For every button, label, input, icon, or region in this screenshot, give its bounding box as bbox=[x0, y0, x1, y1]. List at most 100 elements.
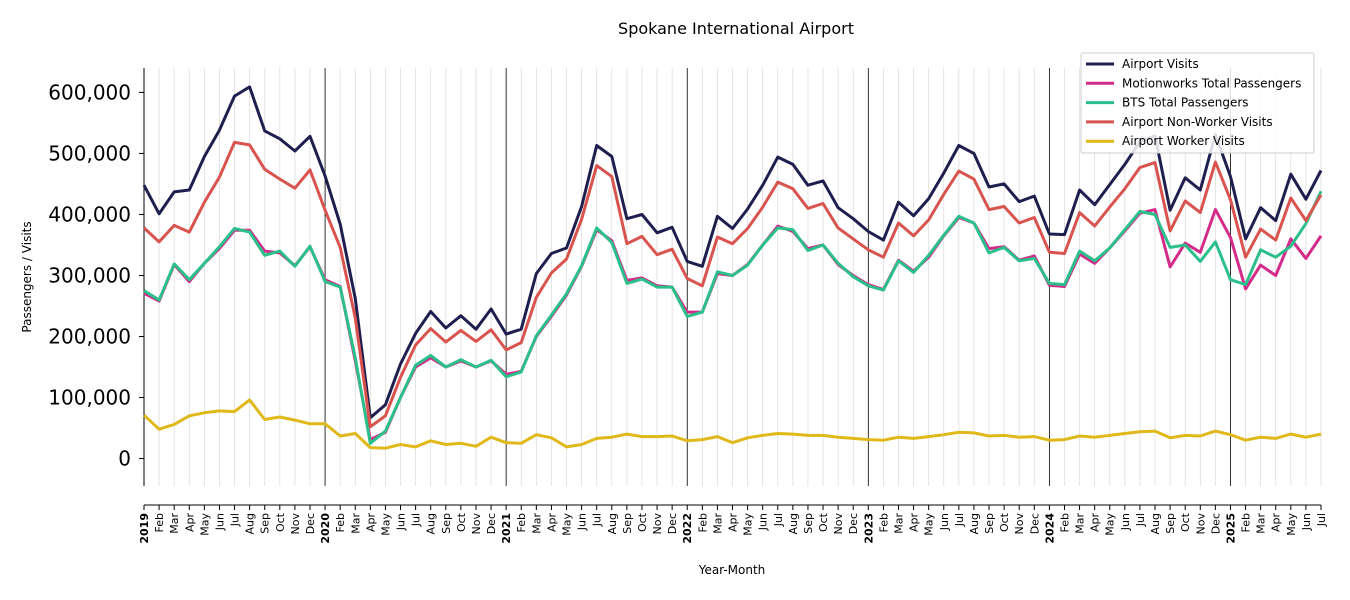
x-tick-label: 2020 bbox=[319, 513, 332, 544]
x-tick-label: Feb bbox=[877, 513, 890, 532]
x-tick-label: Sep bbox=[259, 513, 272, 534]
x-tick-label: Aug bbox=[606, 513, 619, 534]
x-tick-label: Jun bbox=[1300, 513, 1313, 531]
x-tick-label: Sep bbox=[983, 513, 996, 534]
y-tick-label: 0 bbox=[118, 447, 131, 471]
x-tick-label: Mar bbox=[530, 513, 543, 534]
x-tick-label: Feb bbox=[515, 513, 528, 532]
x-tick-label: Feb bbox=[696, 513, 709, 532]
x-tick-label: Dec bbox=[666, 513, 679, 534]
x-tick-label: Dec bbox=[847, 513, 860, 534]
legend-box bbox=[1080, 52, 1315, 154]
y-axis-label: Passengers / Visits bbox=[20, 221, 34, 332]
legend-entry-airport-non-worker-visits: Airport Non-Worker Visits bbox=[1122, 115, 1273, 129]
x-axis-label: Year-Month bbox=[698, 563, 766, 577]
x-tick-label: Sep bbox=[621, 513, 634, 534]
x-tick-label: Nov bbox=[470, 513, 483, 535]
legend: Airport Visits Motionworks Total Passenge… bbox=[1080, 52, 1315, 154]
x-tick-label: Apr bbox=[1089, 513, 1102, 533]
y-tick-label: 300,000 bbox=[48, 263, 131, 287]
x-tick-label: Dec bbox=[304, 513, 317, 534]
x-tick-label: Oct bbox=[998, 512, 1011, 532]
x-tick-label: Mar bbox=[1255, 513, 1268, 534]
x-tick-label: Apr bbox=[364, 513, 377, 533]
x-tick-label: Aug bbox=[1149, 513, 1162, 534]
x-tick-label: Oct bbox=[455, 512, 468, 532]
x-tick-label: Jun bbox=[938, 513, 951, 531]
series-line-airport-visits bbox=[142, 85, 1323, 420]
x-tick-label: 2025 bbox=[1224, 513, 1237, 544]
legend-entry-airport-visits: Airport Visits bbox=[1122, 57, 1199, 71]
x-tick-label: Jul bbox=[1134, 513, 1147, 527]
y-axis-ticks: 0 100,000 200,000 300,000 400,000 500,000 600,… bbox=[48, 80, 144, 471]
x-tick-label: Jun bbox=[213, 513, 226, 531]
x-tick-label: Apr bbox=[908, 513, 921, 533]
x-tick-label: 2023 bbox=[862, 513, 875, 544]
x-tick-label: Jul bbox=[953, 513, 966, 527]
x-tick-label: Apr bbox=[1270, 513, 1283, 533]
x-tick-label: Sep bbox=[440, 513, 453, 534]
x-tick-label: Sep bbox=[1164, 513, 1177, 534]
x-tick-label: Oct bbox=[636, 512, 649, 532]
x-tick-label: Jul bbox=[1315, 513, 1328, 527]
y-tick-label: 600,000 bbox=[48, 80, 131, 104]
x-axis-ticks: 2019 Feb Mar Apr May Jun Jul Aug Sep Oct Nov Dec 202… bbox=[138, 505, 1328, 544]
y-tick-label: 400,000 bbox=[48, 202, 131, 226]
x-tick-label: Jun bbox=[757, 513, 770, 531]
x-tick-label: Dec bbox=[485, 513, 498, 534]
x-tick-label: Nov bbox=[832, 513, 845, 535]
x-tick-label: Feb bbox=[1240, 513, 1253, 532]
legend-entry-bts-total-passengers: BTS Total Passengers bbox=[1122, 96, 1249, 110]
x-tick-label: May bbox=[561, 513, 574, 536]
x-tick-label: Feb bbox=[153, 513, 166, 532]
x-tick-label: Mar bbox=[1074, 513, 1087, 534]
x-tick-label: Dec bbox=[1028, 513, 1041, 534]
x-tick-label: Aug bbox=[787, 513, 800, 534]
x-tick-label: Jun bbox=[395, 513, 408, 531]
chart-title: Spokane International Airport bbox=[618, 19, 854, 38]
x-tick-label: Jun bbox=[576, 513, 589, 531]
x-tick-label: May bbox=[1104, 513, 1117, 536]
x-tick-label: Mar bbox=[711, 513, 724, 534]
series-line-bts-total-passengers bbox=[143, 190, 1323, 445]
x-tick-label: 2021 bbox=[500, 513, 513, 544]
x-tick-label: Feb bbox=[1058, 513, 1071, 532]
series-line-airport-worker-visits bbox=[142, 398, 1322, 450]
x-tick-label: Feb bbox=[334, 513, 347, 532]
x-tick-label: 2024 bbox=[1043, 513, 1056, 544]
legend-entry-airport-worker-visits: Airport Worker Visits bbox=[1122, 134, 1245, 148]
x-tick-label: Oct bbox=[274, 512, 287, 532]
x-tick-label: Jul bbox=[229, 513, 242, 527]
x-tick-label: Nov bbox=[651, 513, 664, 535]
x-tick-label: Aug bbox=[425, 513, 438, 534]
series-line-airport-non-worker-visits bbox=[142, 140, 1323, 429]
x-tick-label: Jun bbox=[1119, 513, 1132, 531]
x-tick-label: Oct bbox=[1179, 512, 1192, 532]
series-lines bbox=[142, 85, 1323, 450]
x-tick-label: 2019 bbox=[138, 513, 151, 544]
x-tick-label: Apr bbox=[183, 513, 196, 533]
x-tick-label: Dec bbox=[1209, 513, 1222, 534]
x-tick-label: Nov bbox=[289, 513, 302, 535]
x-tick-label: Jul bbox=[591, 513, 604, 527]
x-tick-label: Sep bbox=[802, 513, 815, 534]
x-tick-label: Mar bbox=[168, 513, 181, 534]
legend-entry-motionworks-total-passengers: Motionworks Total Passengers bbox=[1122, 76, 1301, 90]
x-tick-label: Aug bbox=[244, 513, 257, 534]
x-tick-label: Apr bbox=[727, 513, 740, 533]
x-tick-label: Aug bbox=[968, 513, 981, 534]
y-tick-label: 500,000 bbox=[48, 141, 131, 165]
x-tick-label: Mar bbox=[892, 513, 905, 534]
x-tick-label: Oct bbox=[817, 512, 830, 532]
y-tick-label: 100,000 bbox=[48, 386, 131, 410]
x-tick-label: 2022 bbox=[681, 513, 694, 544]
x-tick-label: Nov bbox=[1013, 513, 1026, 535]
x-tick-label: May bbox=[379, 513, 392, 536]
x-tick-label: May bbox=[923, 513, 936, 536]
x-tick-label: May bbox=[742, 513, 755, 536]
x-tick-label: Jul bbox=[410, 513, 423, 527]
x-tick-label: Mar bbox=[349, 513, 362, 534]
y-tick-label: 200,000 bbox=[48, 324, 131, 348]
x-tick-label: Jul bbox=[772, 513, 785, 527]
